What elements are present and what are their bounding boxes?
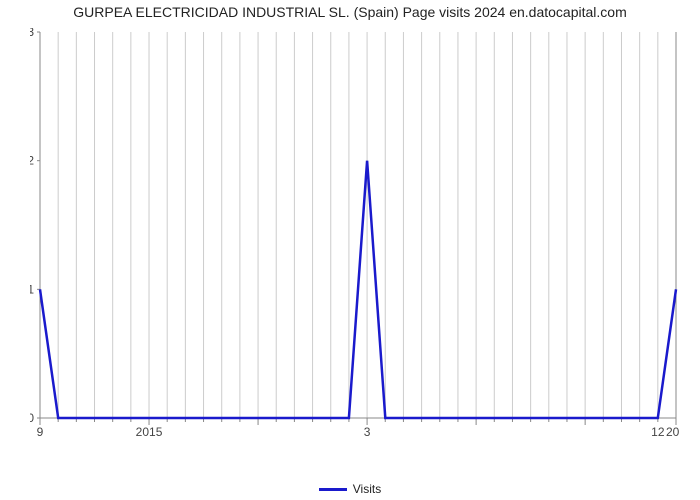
svg-text:2: 2 (30, 154, 34, 168)
svg-text:9: 9 (37, 425, 44, 439)
svg-text:3: 3 (364, 425, 371, 439)
svg-text:0: 0 (30, 411, 34, 425)
chart-title: GURPEA ELECTRICIDAD INDUSTRIAL SL. (Spai… (0, 4, 700, 20)
legend-swatch (319, 488, 347, 491)
svg-text:3: 3 (30, 28, 34, 39)
svg-text:1: 1 (30, 282, 34, 296)
visits-chart: GURPEA ELECTRICIDAD INDUSTRIAL SL. (Spai… (0, 0, 700, 500)
chart-svg: 012392015312201 (30, 28, 680, 448)
chart-plot-area: 012392015312201 (30, 28, 680, 448)
svg-text:12: 12 (651, 425, 665, 439)
chart-legend: Visits (0, 482, 700, 496)
legend-label: Visits (353, 482, 381, 496)
svg-text:2015: 2015 (136, 425, 163, 439)
svg-text:201: 201 (666, 425, 680, 439)
